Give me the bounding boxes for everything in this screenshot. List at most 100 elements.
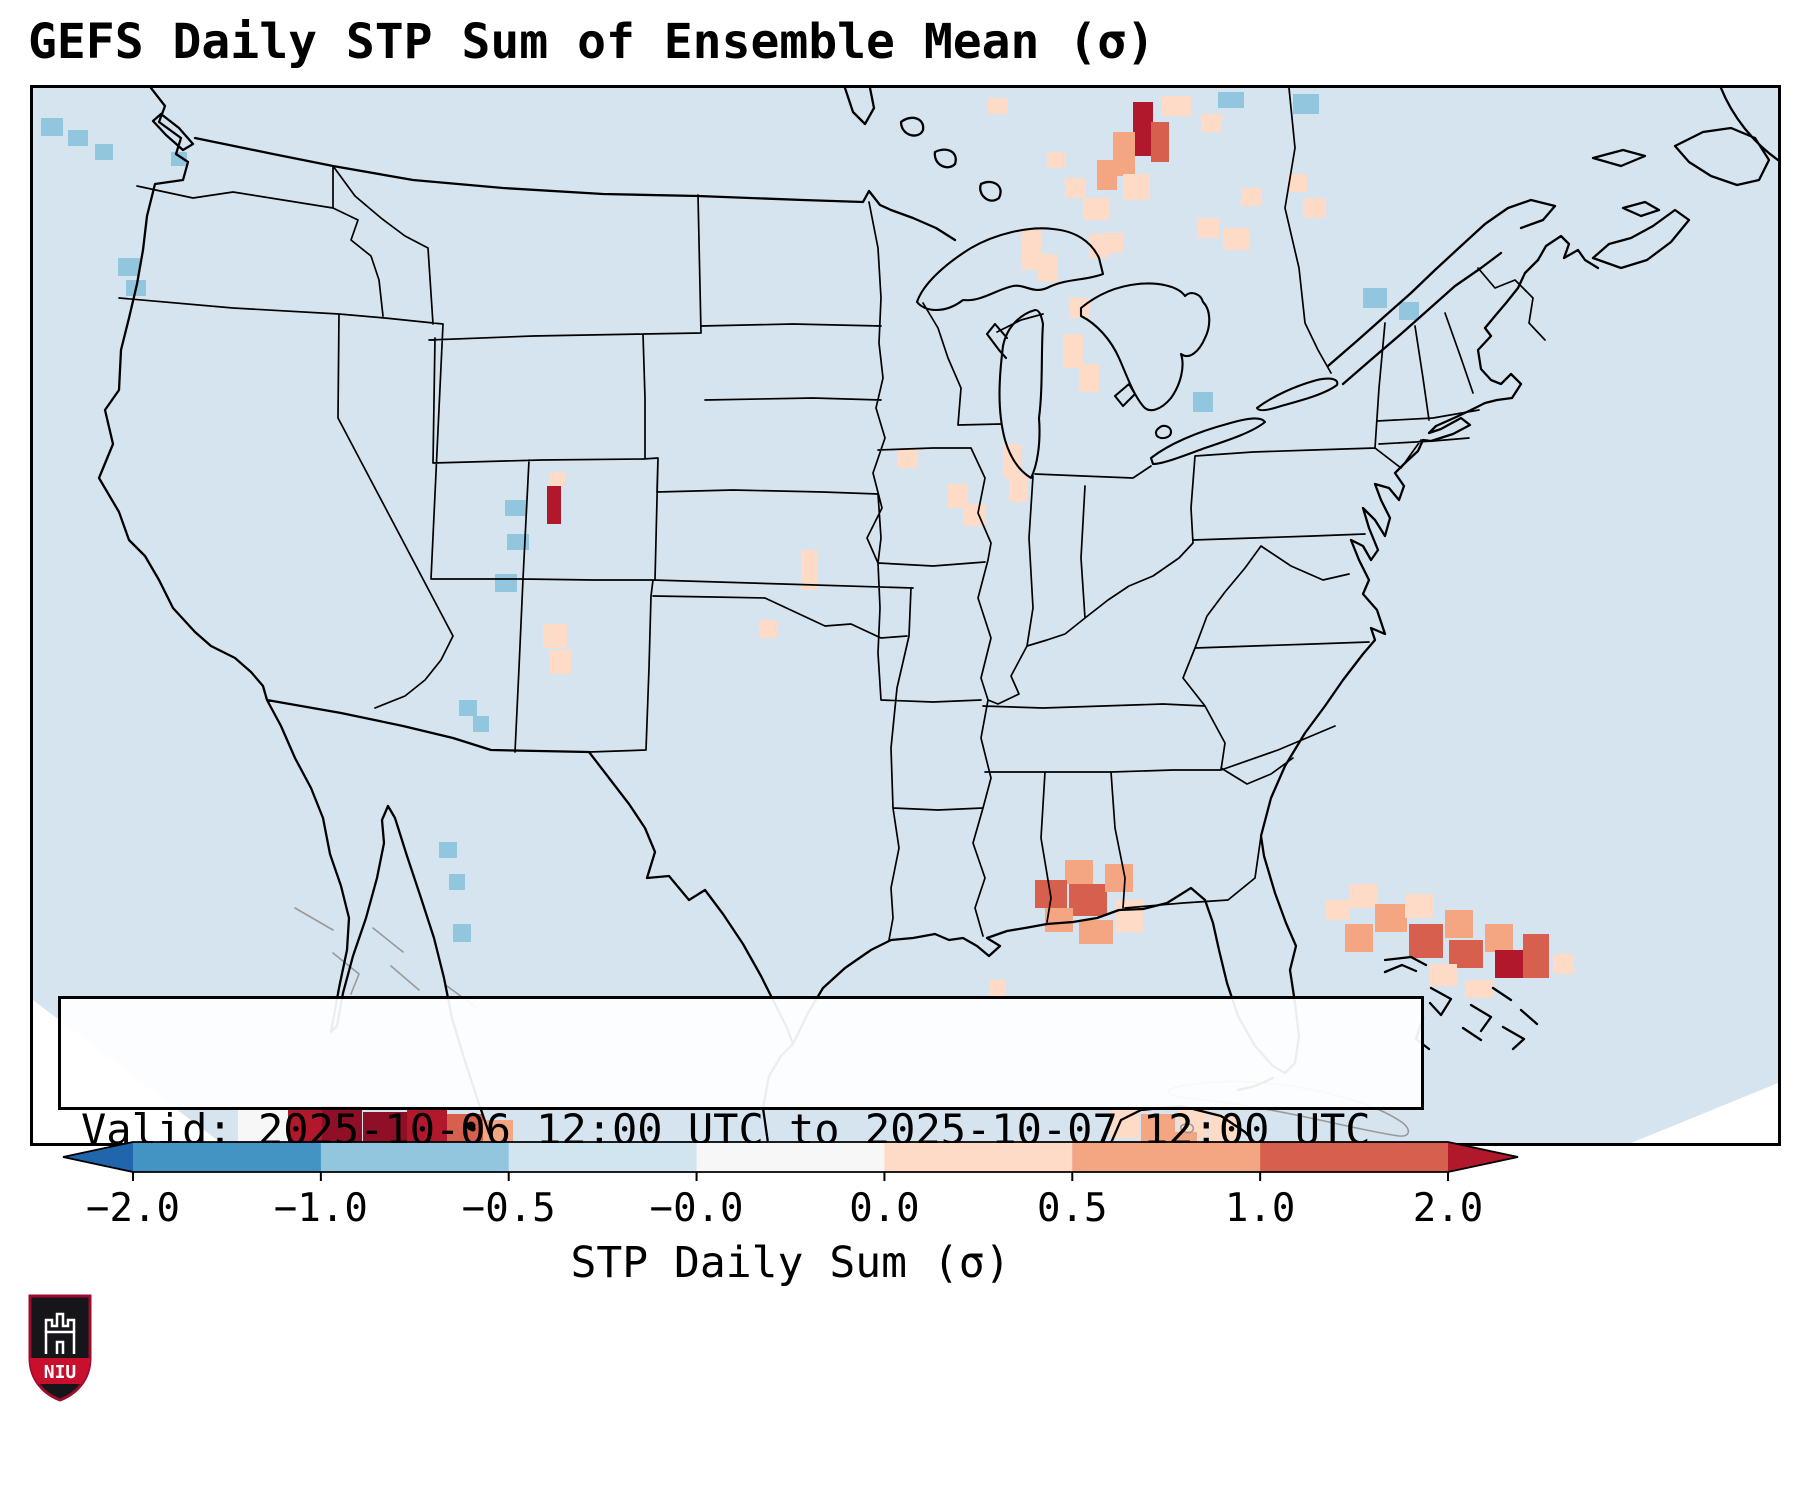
colorbar-segment [320,1142,510,1172]
colorbar-segment [1260,1142,1449,1172]
stp-grid-cell [363,1112,407,1143]
logo-text: NIU [44,1362,77,1383]
stp-grid-cell [1241,188,1261,206]
stp-grid-cell [1375,904,1407,932]
stp-grid-cell [1363,288,1387,308]
colorbar-segment [133,1142,322,1172]
stp-grid-cell [1105,864,1133,892]
stp-grid-cell [1009,474,1027,502]
stp-grid-cell [439,842,457,858]
colorbar-segment [1072,1142,1261,1172]
colorbar-tick-label: 0.0 [849,1186,920,1231]
stp-grid-cell [1325,900,1349,920]
stp-grid-cell [547,486,561,524]
domain-edge-wedge [1631,1083,1778,1143]
stp-grid-cell [453,924,471,942]
stp-grid-cell [449,874,465,890]
stp-grid-cell [473,716,489,732]
stp-grid-cell [1293,94,1319,114]
colorbar-tick-label: 0.5 [1037,1186,1108,1231]
great-lakes-outlines [915,227,1339,480]
stp-grid-cell [1495,950,1523,978]
stp-grid-cell [1037,254,1057,282]
stp-grid-cell [1287,174,1307,192]
coastline-country-borders [97,88,1778,1143]
stp-grid-cell [505,500,527,516]
stp-grid-cell [1069,298,1089,318]
stp-grid-cell [1465,980,1493,998]
logo-shield [28,1294,92,1402]
stp-grid-cell [118,258,140,276]
basemap [97,88,1778,1143]
stp-grid-cell [1097,160,1117,190]
stp-grid-cell [41,118,63,136]
stp-grid-cell [948,484,968,508]
colorbar [62,1141,1519,1181]
stp-grid-cell [1151,122,1169,162]
state-boundaries [118,88,1546,941]
stp-grid-cell [1485,924,1513,952]
stp-grid-cell [988,98,1008,114]
stp-grid-cell [1405,894,1433,918]
stp-grid-cell [1223,228,1249,250]
stp-grid-cell [1218,92,1244,108]
stp-grid-cell [1161,96,1191,116]
valid-time-text: Valid: 2025-10-06 12:00 UTC to 2025-10-0… [81,1105,1371,1146]
colorbar-under-arrow [63,1142,133,1172]
stp-grid-cell [1449,940,1483,968]
station-dot [466,1121,476,1131]
stp-grid-cell [1047,152,1065,168]
stp-grid-cell [1065,860,1093,884]
logo-band [30,1358,90,1384]
stp-grid-cell [759,620,777,638]
stp-grid-cell [1553,954,1573,974]
colorbar-tick-label: 2.0 [1412,1186,1484,1231]
stp-grid-cell [1399,302,1419,320]
stp-grid-cell [447,1114,483,1143]
stp-grid-cell [801,550,817,590]
stp-grid-cell [1045,908,1073,932]
stp-grid-cell [407,1110,447,1143]
stp-grid-cell [1021,230,1041,270]
stp-grid-cell [1003,444,1021,478]
stp-grid-cell [898,448,918,468]
stp-grid-cell [1409,924,1443,958]
page-title: GEFS Daily STP Sum of Ensemble Mean (σ) [28,14,1156,70]
stp-grid-cell [95,144,113,160]
stp-grid-cell [543,624,567,648]
colorbar-tick-label: −0.5 [461,1186,556,1231]
stp-grid-cell [989,980,1005,996]
stp-grid-cell [322,1106,362,1143]
stp-grid-cell [1303,198,1325,218]
stp-grid-cell [1115,900,1143,932]
stp-grid-cell [1201,114,1221,132]
stp-grid-cell [1445,910,1473,938]
colorbar-segment [884,1142,1073,1172]
stp-grid-cell [1345,924,1373,952]
stp-grid-cell [1069,884,1107,916]
stp-grid-cell [1113,132,1135,176]
stp-grid-cell [1123,174,1149,200]
stp-grid-cell [238,1110,288,1143]
stp-grid-cell [68,130,88,146]
stp-grid-cell [549,472,565,486]
stp-grid-cell [1063,334,1083,368]
colorbar-label: STP Daily Sum (σ) [570,1238,1011,1288]
colorbar-tick-label: −0.0 [649,1186,744,1231]
stp-grid-cell [1083,198,1109,220]
stp-grid-cell [549,650,571,674]
colorbar-segment [508,1142,698,1172]
colorbar-tick-label: −2.0 [86,1186,180,1231]
stp-grid-cell [507,534,529,550]
stp-grid-cell [1065,178,1085,198]
stp-grid-cell [171,152,187,166]
stp-grid-cell [1089,234,1109,258]
colorbar-segment [696,1142,885,1172]
stp-grid-cell [1079,364,1099,392]
niu-logo: NIU [28,1294,92,1402]
stp-grid-cell [1079,920,1113,944]
stp-grid-cell [288,1110,322,1143]
map-panel: Valid: 2025-10-06 12:00 UTC to 2025-10-0… [30,85,1781,1146]
castle-icon [44,1312,76,1354]
valid-run-info-box: Valid: 2025-10-06 12:00 UTC to 2025-10-0… [58,996,1424,1143]
